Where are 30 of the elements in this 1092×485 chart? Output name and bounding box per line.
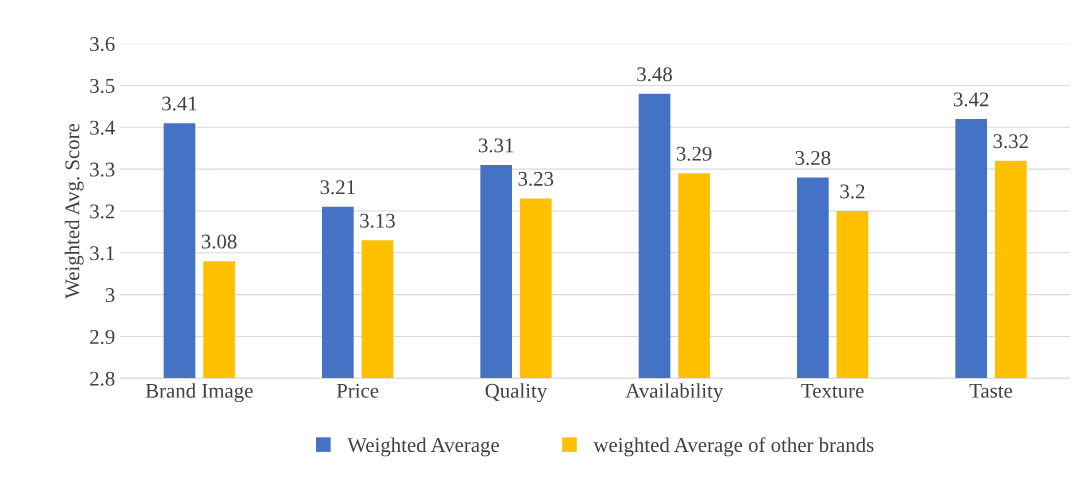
y-tick-label: 2.9 xyxy=(90,329,115,344)
y-tick-label: 3.5 xyxy=(90,78,115,94)
data-label: 3.32 xyxy=(993,134,1028,149)
data-label: 3.31 xyxy=(478,138,514,153)
y-tick-label: 3.1 xyxy=(90,246,115,261)
y-tick-label: 3.6 xyxy=(90,37,115,52)
y-tick-label: 3.3 xyxy=(90,162,115,177)
y-tick-label: 3 xyxy=(105,288,115,303)
legend-label: Weighted Average xyxy=(347,437,499,457)
y-axis-title: Weighted Avg. Score xyxy=(64,123,84,299)
data-label: 3.08 xyxy=(201,234,237,249)
x-tick-label: Availability xyxy=(625,383,724,403)
data-label: 3.48 xyxy=(637,67,672,82)
y-tick-label: 3.4 xyxy=(90,120,115,135)
data-label: 3.21 xyxy=(320,180,355,195)
y-tick-label: 2.8 xyxy=(90,371,115,386)
data-label: 3.13 xyxy=(360,213,395,228)
data-label: 3.29 xyxy=(676,146,712,161)
x-tick-label: Brand Image xyxy=(145,383,253,403)
data-label: 3.42 xyxy=(953,92,989,107)
data-label: 3.2 xyxy=(840,184,865,199)
x-tick-label: Quality xyxy=(485,383,548,403)
y-tick-label: 3.2 xyxy=(90,204,115,219)
legend-label: weighted Average of other brands xyxy=(593,437,874,457)
x-tick-label: Taste xyxy=(969,383,1013,398)
x-tick-label: Texture xyxy=(801,383,864,398)
x-tick-label: Price xyxy=(336,383,379,398)
data-label: 3.23 xyxy=(518,171,554,186)
data-label: 3.28 xyxy=(795,150,831,166)
data-label: 3.41 xyxy=(162,96,197,111)
